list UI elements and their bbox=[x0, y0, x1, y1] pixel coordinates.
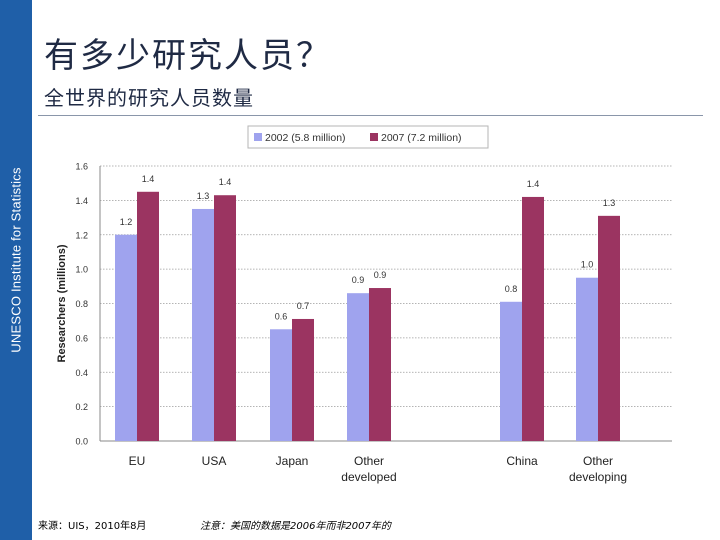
bar-2007-4 bbox=[522, 196, 544, 441]
x-tick-label: Other bbox=[583, 454, 613, 468]
page-subtitle: 全世界的研究人员数量 bbox=[44, 86, 254, 110]
page-title: 有多少研究人员？ bbox=[44, 36, 332, 76]
x-tick-label: USA bbox=[202, 454, 227, 468]
bar-2002-1 bbox=[192, 208, 214, 441]
legend-box bbox=[247, 125, 489, 149]
bar-2007-1 bbox=[214, 195, 236, 441]
x-tick-label: EU bbox=[129, 454, 146, 468]
bar-chart: 2002 (5.8 million) 2007 (7.2 million) 0.0 0… bbox=[56, 125, 672, 484]
y-tick-label: 0.8 bbox=[75, 299, 88, 309]
data-label: 1.3 bbox=[197, 191, 210, 201]
sidebar-band: UNESCO Institute for Statistics bbox=[0, 0, 32, 540]
x-tick-label: developed bbox=[341, 470, 396, 484]
data-label: 0.9 bbox=[374, 270, 387, 280]
data-label: 0.9 bbox=[352, 275, 365, 285]
data-label: 1.3 bbox=[603, 198, 616, 208]
bar-2007-0 bbox=[137, 191, 159, 441]
y-tick-label: 0.0 bbox=[75, 437, 88, 447]
bar-2007-3 bbox=[369, 288, 391, 441]
data-note: 注意：美国的数据是2006年而非2007年的 bbox=[200, 521, 391, 532]
data-label: 0.8 bbox=[505, 284, 518, 294]
title-divider bbox=[38, 115, 703, 116]
bar-2002-4 bbox=[500, 301, 522, 441]
y-tick-label: 0.4 bbox=[75, 368, 88, 378]
y-tick-label: 1.0 bbox=[75, 265, 88, 275]
x-tick-label: Other bbox=[354, 454, 384, 468]
legend-swatch-1 bbox=[370, 133, 378, 141]
data-label: 1.0 bbox=[581, 260, 594, 270]
bar-2007-5 bbox=[598, 215, 620, 441]
legend-label-1: 2007 (7.2 million) bbox=[381, 132, 462, 144]
data-label: 1.4 bbox=[527, 179, 540, 189]
bar-2002-2 bbox=[270, 329, 292, 441]
data-label: 1.4 bbox=[142, 174, 155, 184]
y-tick-label: 0.2 bbox=[75, 402, 88, 412]
x-tick-label: China bbox=[506, 454, 538, 468]
y-tick-label: 1.6 bbox=[75, 162, 88, 172]
data-label: 1.4 bbox=[219, 177, 232, 187]
bar-2002-3 bbox=[347, 293, 369, 441]
bar-2007-2 bbox=[292, 318, 314, 441]
y-axis-title: Researchers (millions) bbox=[56, 244, 68, 362]
y-tick-label: 0.6 bbox=[75, 333, 88, 343]
x-tick-label: developing bbox=[569, 470, 627, 484]
y-tick-label: 1.2 bbox=[75, 230, 88, 240]
x-tick-label: Japan bbox=[276, 454, 309, 468]
source-note: 来源：UIS，2010年8月 bbox=[38, 521, 147, 532]
legend-swatch-0 bbox=[254, 133, 262, 141]
data-label: 0.7 bbox=[297, 301, 310, 311]
bar-2002-0 bbox=[115, 234, 137, 441]
y-tick-label: 1.4 bbox=[75, 196, 88, 206]
sidebar-label: UNESCO Institute for Statistics bbox=[8, 167, 24, 353]
legend-label-0: 2002 (5.8 million) bbox=[265, 132, 346, 144]
data-label: 1.2 bbox=[120, 217, 133, 227]
bar-2002-5 bbox=[576, 277, 598, 441]
data-label: 0.6 bbox=[275, 311, 288, 321]
